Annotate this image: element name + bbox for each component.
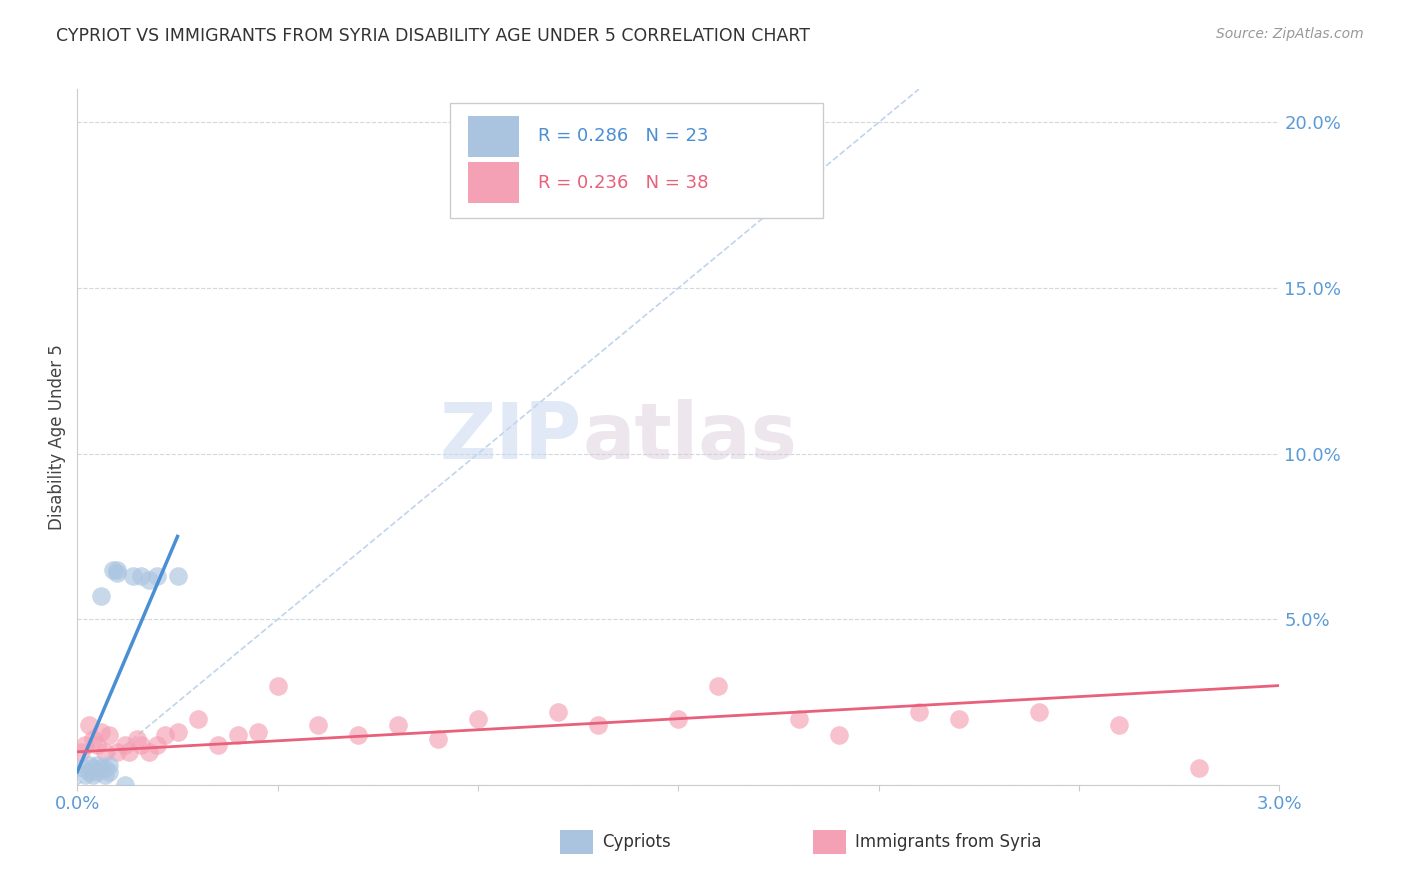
Point (668, 712, 690, 726)
FancyBboxPatch shape (468, 116, 519, 157)
Point (70, 745, 93, 759)
Point (79, 758, 101, 772)
Point (90, 761, 112, 775)
Point (427, 731, 450, 746)
Point (82, 768, 104, 782)
Point (82, 761, 104, 775)
Point (1108, 718, 1130, 732)
Point (94, 745, 117, 759)
Point (146, 569, 169, 583)
Point (127, 731, 149, 746)
Point (207, 738, 229, 752)
Point (267, 679, 290, 693)
Text: ZIP: ZIP (440, 399, 582, 475)
Point (347, 728, 370, 742)
Point (118, 745, 141, 759)
Point (98, 764, 121, 779)
Point (86, 738, 108, 752)
Point (1188, 761, 1211, 775)
Point (138, 573, 160, 587)
FancyBboxPatch shape (450, 103, 823, 218)
Point (467, 712, 489, 726)
Point (588, 718, 610, 732)
Point (94, 768, 117, 782)
Point (75, 768, 97, 782)
Point (547, 705, 569, 719)
Point (114, 738, 136, 752)
Point (82, 731, 104, 746)
Point (226, 728, 249, 742)
Point (107, 566, 129, 580)
Point (387, 718, 409, 732)
Point (94, 761, 117, 775)
Point (107, 563, 129, 577)
Text: atlas: atlas (582, 399, 797, 475)
Point (79, 718, 101, 732)
FancyBboxPatch shape (468, 162, 519, 203)
Point (787, 712, 810, 726)
Text: R = 0.286   N = 23: R = 0.286 N = 23 (537, 128, 709, 145)
Point (98, 758, 121, 772)
Point (246, 725, 269, 739)
Point (155, 728, 177, 742)
Text: R = 0.236   N = 38: R = 0.236 N = 38 (537, 174, 709, 192)
Point (707, 679, 730, 693)
Text: Immigrants from Syria: Immigrants from Syria (855, 833, 1042, 851)
Point (828, 728, 851, 742)
Point (90, 589, 112, 603)
Text: Source: ZipAtlas.com: Source: ZipAtlas.com (1216, 27, 1364, 41)
Point (187, 712, 209, 726)
Point (107, 745, 129, 759)
Point (146, 738, 169, 752)
Point (98, 728, 121, 742)
Point (131, 738, 153, 752)
Point (131, 569, 153, 583)
Text: CYPRIOT VS IMMIGRANTS FROM SYRIA DISABILITY AGE UNDER 5 CORRELATION CHART: CYPRIOT VS IMMIGRANTS FROM SYRIA DISABIL… (56, 27, 810, 45)
Y-axis label: Disability Age Under 5: Disability Age Under 5 (48, 344, 66, 530)
Point (1028, 705, 1050, 719)
Text: Cypriots: Cypriots (602, 833, 671, 851)
Point (75, 738, 97, 752)
Point (166, 725, 188, 739)
Point (103, 563, 125, 577)
Point (90, 725, 112, 739)
Point (86, 764, 108, 779)
Point (307, 718, 329, 732)
Point (114, 778, 136, 792)
Point (138, 745, 160, 759)
Point (122, 569, 145, 583)
Point (166, 569, 188, 583)
Point (948, 712, 970, 726)
Point (908, 705, 931, 719)
Point (86, 758, 108, 772)
Point (72, 761, 94, 775)
Point (79, 764, 101, 779)
